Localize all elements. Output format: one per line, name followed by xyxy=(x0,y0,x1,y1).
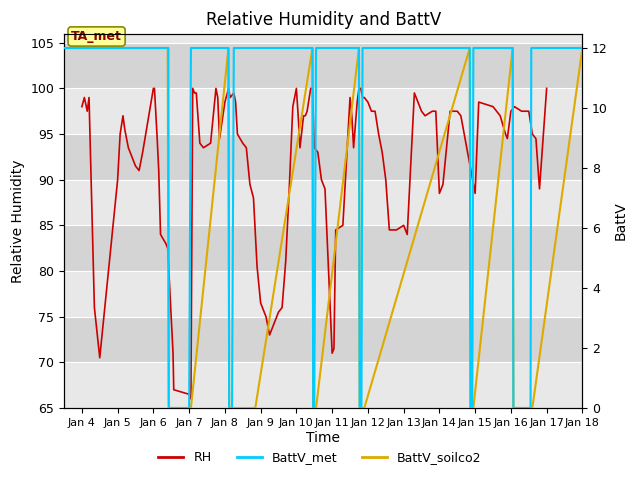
Bar xyxy=(64,317,582,362)
Bar xyxy=(64,180,582,226)
Bar xyxy=(64,43,582,88)
Bar xyxy=(64,88,582,134)
Y-axis label: BattV: BattV xyxy=(614,202,628,240)
X-axis label: Time: Time xyxy=(306,431,340,444)
Bar xyxy=(64,362,582,408)
Title: Relative Humidity and BattV: Relative Humidity and BattV xyxy=(205,11,441,29)
Y-axis label: Relative Humidity: Relative Humidity xyxy=(11,159,25,283)
Bar xyxy=(64,226,582,271)
Legend: RH, BattV_met, BattV_soilco2: RH, BattV_met, BattV_soilco2 xyxy=(154,446,486,469)
Bar xyxy=(64,134,582,180)
Text: TA_met: TA_met xyxy=(71,30,122,43)
Bar xyxy=(64,271,582,317)
